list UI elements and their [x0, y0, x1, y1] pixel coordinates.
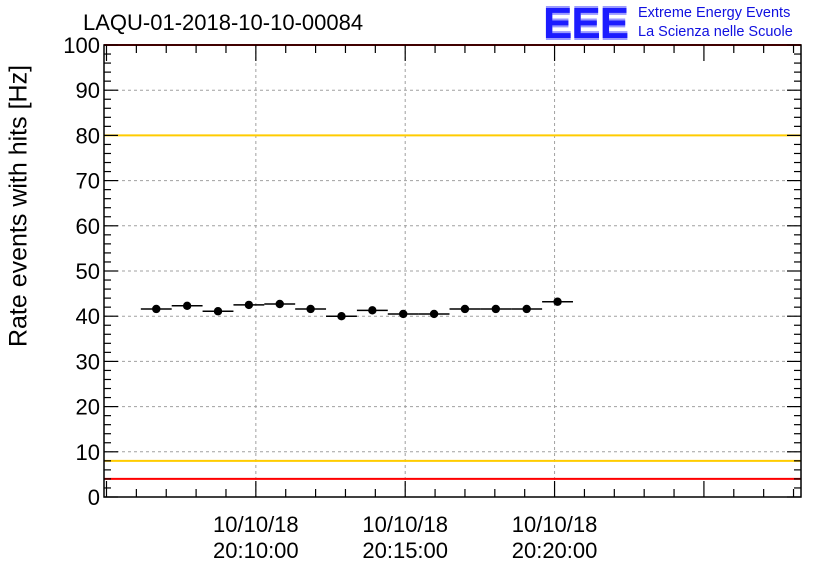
y-tick-label: 50: [76, 259, 100, 284]
y-tick-label: 0: [88, 485, 100, 510]
x-tick-label-time: 20:15:00: [362, 538, 448, 563]
y-tick-label: 10: [76, 440, 100, 465]
data-point: [399, 309, 408, 319]
data-point: [491, 304, 501, 314]
x-tick-label-time: 20:20:00: [512, 538, 598, 563]
y-tick-label: 80: [76, 123, 100, 148]
data-point: [213, 307, 223, 316]
data-point: [553, 297, 562, 306]
y-tick-label: 30: [76, 349, 100, 374]
logo-line-1: Extreme Energy Events: [638, 5, 791, 21]
eee-logo-text: Extreme Energy Events La Scienza nelle S…: [638, 4, 793, 42]
y-tick-label: 100: [63, 33, 100, 58]
data-point: [152, 304, 161, 314]
x-tick-label-date: 10/10/18: [213, 512, 299, 537]
data-point: [337, 312, 346, 321]
data-point: [522, 304, 531, 314]
y-tick-label: 70: [76, 169, 100, 194]
data-point: [306, 304, 315, 314]
data-point: [244, 300, 254, 310]
eee-logo-mark: EEE: [543, 0, 629, 48]
data-point: [275, 299, 284, 309]
data-point: [429, 309, 439, 319]
chart-title: LAQU-01-2018-10-10-00084: [83, 10, 364, 35]
x-tick-label-time: 20:10:00: [213, 538, 299, 563]
data-point: [460, 304, 470, 314]
y-tick-label: 20: [76, 395, 100, 420]
y-tick-label: 90: [76, 78, 100, 103]
logo-line-2: La Scienza nelle Scuole: [638, 24, 793, 40]
y-tick-label: 40: [76, 304, 100, 329]
data-point: [368, 306, 377, 315]
x-tick-label-date: 10/10/18: [512, 512, 598, 537]
y-tick-label: 60: [76, 214, 100, 239]
x-tick-label-date: 10/10/18: [362, 512, 448, 537]
data-point: [182, 301, 192, 311]
